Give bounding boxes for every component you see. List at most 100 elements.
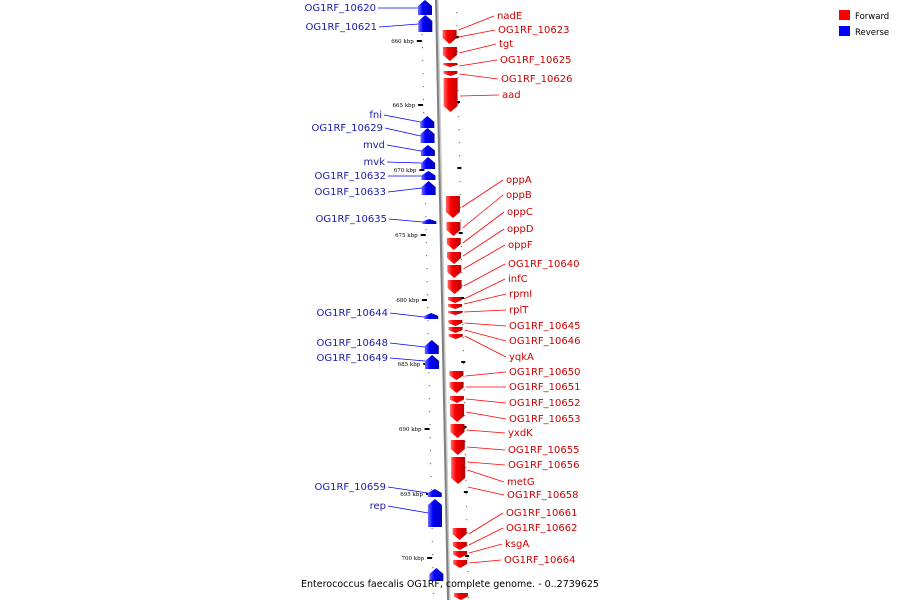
forward-gene-arrow[interactable] bbox=[451, 457, 465, 484]
forward-gene-arrow[interactable] bbox=[448, 304, 462, 309]
minor-tick bbox=[425, 216, 426, 217]
forward-gene-arrow[interactable] bbox=[451, 440, 465, 455]
forward-gene-arrow[interactable] bbox=[447, 265, 461, 278]
reverse-gene-arrow[interactable] bbox=[421, 128, 435, 143]
gene-label-oppa[interactable]: oppA bbox=[506, 175, 532, 186]
forward-gene-arrow[interactable] bbox=[450, 396, 464, 403]
forward-gene-arrow[interactable] bbox=[453, 528, 467, 540]
forward-gene-arrow[interactable] bbox=[449, 334, 463, 339]
reverse-gene-arrow[interactable] bbox=[421, 145, 435, 156]
reverse-gene-arrow[interactable] bbox=[428, 499, 442, 527]
gene-label-og1rf-10633[interactable]: OG1RF_10633 bbox=[315, 187, 387, 198]
gene-label-rplt[interactable]: rplT bbox=[509, 305, 529, 316]
forward-gene-arrow[interactable] bbox=[450, 424, 464, 438]
forward-gene-arrow[interactable] bbox=[448, 280, 462, 294]
minor-tick bbox=[456, 12, 457, 13]
forward-gene-arrow[interactable] bbox=[443, 63, 457, 67]
gene-label-og1rf-10651[interactable]: OG1RF_10651 bbox=[509, 382, 581, 393]
forward-gene-arrow[interactable] bbox=[453, 551, 467, 558]
gene-label-og1rf-10664[interactable]: OG1RF_10664 bbox=[504, 555, 576, 566]
minor-tick bbox=[466, 480, 467, 481]
gene-label-og1rf-10623[interactable]: OG1RF_10623 bbox=[498, 25, 570, 36]
gene-label-og1rf-10656[interactable]: OG1RF_10656 bbox=[508, 460, 580, 471]
minor-tick bbox=[457, 38, 458, 39]
forward-gene-arrow[interactable] bbox=[444, 78, 458, 112]
gene-label-ksga[interactable]: ksgA bbox=[505, 539, 529, 550]
reverse-gene-arrow[interactable] bbox=[418, 15, 432, 32]
gene-label-og1rf-10658[interactable]: OG1RF_10658 bbox=[507, 490, 579, 501]
gene-label-mvk[interactable]: mvk bbox=[364, 157, 386, 168]
minor-tick bbox=[457, 51, 458, 52]
forward-gene-arrow[interactable] bbox=[443, 71, 457, 76]
forward-gene-arrow[interactable] bbox=[450, 382, 464, 393]
gene-label-yqka[interactable]: yqkA bbox=[509, 352, 534, 363]
forward-gene-arrow[interactable] bbox=[448, 320, 462, 326]
gene-label-og1rf-10650[interactable]: OG1RF_10650 bbox=[509, 367, 581, 378]
reverse-gene-arrow[interactable] bbox=[428, 489, 442, 497]
gene-label-rpmi[interactable]: rpmI bbox=[509, 289, 532, 300]
gene-label-og1rf-10635[interactable]: OG1RF_10635 bbox=[316, 214, 388, 225]
forward-gene-arrow[interactable] bbox=[443, 47, 457, 61]
forward-gene-arrow[interactable] bbox=[449, 371, 463, 380]
reverse-gene-arrow[interactable] bbox=[418, 0, 432, 15]
gene-label-aad[interactable]: aad bbox=[502, 90, 521, 101]
forward-gene-arrow[interactable] bbox=[453, 560, 467, 568]
reverse-gene-arrow[interactable] bbox=[420, 116, 434, 128]
gene-label-og1rf-10661[interactable]: OG1RF_10661 bbox=[506, 508, 578, 519]
reverse-gene-arrow[interactable] bbox=[421, 171, 435, 180]
gene-label-og1rf-10659[interactable]: OG1RF_10659 bbox=[315, 482, 387, 493]
gene-label-og1rf-10655[interactable]: OG1RF_10655 bbox=[508, 445, 580, 456]
gene-label-og1rf-10648[interactable]: OG1RF_10648 bbox=[317, 338, 389, 349]
gene-label-tgt[interactable]: tgt bbox=[499, 39, 513, 50]
gene-label-fni[interactable]: fni bbox=[369, 110, 382, 121]
minor-tick bbox=[464, 428, 465, 429]
gene-label-rep[interactable]: rep bbox=[370, 501, 386, 512]
gene-label-nade[interactable]: nadE bbox=[497, 11, 522, 22]
gene-label-oppd[interactable]: oppD bbox=[507, 224, 534, 235]
gene-label-yxdk[interactable]: yxdK bbox=[508, 428, 533, 439]
forward-gene-arrow[interactable] bbox=[450, 404, 464, 422]
forward-gene-arrow[interactable] bbox=[443, 30, 457, 44]
gene-label-og1rf-10620[interactable]: OG1RF_10620 bbox=[305, 3, 377, 14]
gene-label-mvd[interactable]: mvd bbox=[363, 140, 385, 151]
gene-label-metg[interactable]: metG bbox=[507, 477, 535, 488]
gene-label-og1rf-10646[interactable]: OG1RF_10646 bbox=[509, 336, 581, 347]
legend-forward-swatch bbox=[839, 10, 850, 20]
forward-gene-arrow[interactable] bbox=[447, 252, 461, 264]
forward-gene-arrow[interactable] bbox=[447, 238, 461, 250]
reverse-gene-arrow[interactable] bbox=[422, 181, 436, 195]
reverse-gene-arrow[interactable] bbox=[422, 219, 436, 224]
gene-label-og1rf-10621[interactable]: OG1RF_10621 bbox=[306, 22, 378, 33]
forward-gene-arrow[interactable] bbox=[448, 297, 462, 303]
gene-label-og1rf-10649[interactable]: OG1RF_10649 bbox=[317, 353, 389, 364]
reverse-gene-arrow[interactable] bbox=[424, 313, 438, 319]
gene-label-og1rf-10640[interactable]: OG1RF_10640 bbox=[508, 259, 580, 270]
minor-tick bbox=[422, 73, 423, 74]
forward-gene-arrow[interactable] bbox=[446, 222, 460, 236]
gene-label-og1rf-10662[interactable]: OG1RF_10662 bbox=[506, 523, 578, 534]
minor-tick bbox=[463, 350, 464, 351]
gene-label-og1rf-10653[interactable]: OG1RF_10653 bbox=[509, 414, 581, 425]
forward-gene-arrow[interactable] bbox=[446, 196, 460, 218]
reverse-gene-arrow[interactable] bbox=[425, 340, 439, 354]
forward-gene-arrow[interactable] bbox=[454, 593, 468, 600]
gene-label-og1rf-10626[interactable]: OG1RF_10626 bbox=[501, 74, 573, 85]
forward-gene-arrow[interactable] bbox=[453, 542, 467, 550]
gene-label-og1rf-10629[interactable]: OG1RF_10629 bbox=[312, 123, 384, 134]
minor-tick bbox=[458, 103, 459, 104]
reverse-gene-arrow[interactable] bbox=[425, 355, 439, 369]
minor-tick bbox=[468, 597, 469, 598]
gene-label-oppb[interactable]: oppB bbox=[506, 190, 532, 201]
reverse-leader-line bbox=[384, 115, 420, 122]
gene-label-og1rf-10645[interactable]: OG1RF_10645 bbox=[509, 321, 581, 332]
gene-label-infc[interactable]: infC bbox=[508, 274, 528, 285]
reverse-gene-arrow[interactable] bbox=[421, 157, 435, 169]
gene-label-og1rf-10632[interactable]: OG1RF_10632 bbox=[315, 171, 387, 182]
gene-label-og1rf-10652[interactable]: OG1RF_10652 bbox=[509, 398, 581, 409]
gene-label-oppf[interactable]: oppF bbox=[508, 240, 533, 251]
gene-label-og1rf-10625[interactable]: OG1RF_10625 bbox=[500, 55, 572, 66]
forward-gene-arrow[interactable] bbox=[448, 311, 462, 315]
forward-gene-arrow[interactable] bbox=[449, 327, 463, 333]
gene-label-oppc[interactable]: oppC bbox=[507, 207, 533, 218]
gene-label-og1rf-10644[interactable]: OG1RF_10644 bbox=[317, 308, 389, 319]
